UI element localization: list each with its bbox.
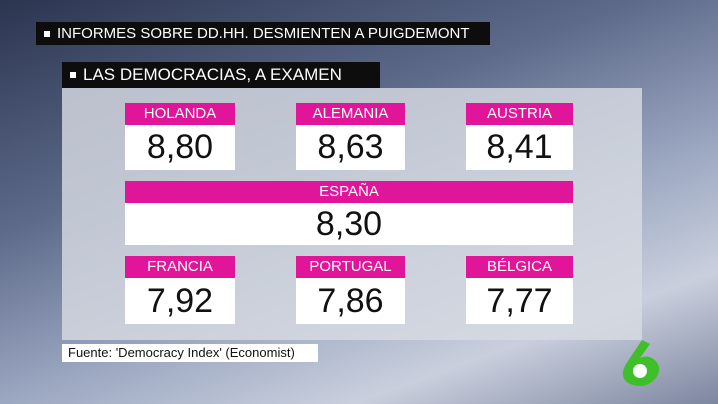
source: Fuente: 'Democracy Index' (Economist) (62, 344, 318, 362)
logo-hole (633, 364, 647, 378)
score-card: PORTUGAL 7,86 (296, 256, 405, 324)
channel-logo (622, 340, 660, 386)
score-value: 7,92 (125, 278, 235, 324)
score-value: 8,41 (466, 125, 573, 170)
country-label: PORTUGAL (296, 256, 405, 278)
score-value: 8,63 (296, 125, 405, 170)
score-card: BÉLGICA 7,77 (466, 256, 573, 324)
country-label: FRANCIA (125, 256, 235, 278)
score-card: AUSTRIA 8,41 (466, 103, 573, 170)
score-card: FRANCIA 7,92 (125, 256, 235, 324)
score-value: 7,86 (296, 278, 405, 324)
score-value: 8,30 (125, 203, 573, 245)
subtitle: LAS DEMOCRACIAS, A EXAMEN (62, 62, 380, 88)
country-label: AUSTRIA (466, 103, 573, 125)
headline: INFORMES SOBRE DD.HH. DESMIENTEN A PUIGD… (36, 22, 490, 45)
score-card: HOLANDA 8,80 (125, 103, 235, 170)
country-label: BÉLGICA (466, 256, 573, 278)
subtitle-text: LAS DEMOCRACIAS, A EXAMEN (83, 65, 342, 84)
score-value: 8,80 (125, 125, 235, 170)
logo-shape (622, 340, 660, 386)
headline-text: INFORMES SOBRE DD.HH. DESMIENTEN A PUIGD… (57, 25, 470, 42)
score-value: 7,77 (466, 278, 573, 324)
country-label: ESPAÑA (125, 181, 573, 203)
country-label: HOLANDA (125, 103, 235, 125)
score-card: ALEMANIA 8,63 (296, 103, 405, 170)
score-card: ESPAÑA 8,30 (125, 181, 573, 245)
country-label: ALEMANIA (296, 103, 405, 125)
